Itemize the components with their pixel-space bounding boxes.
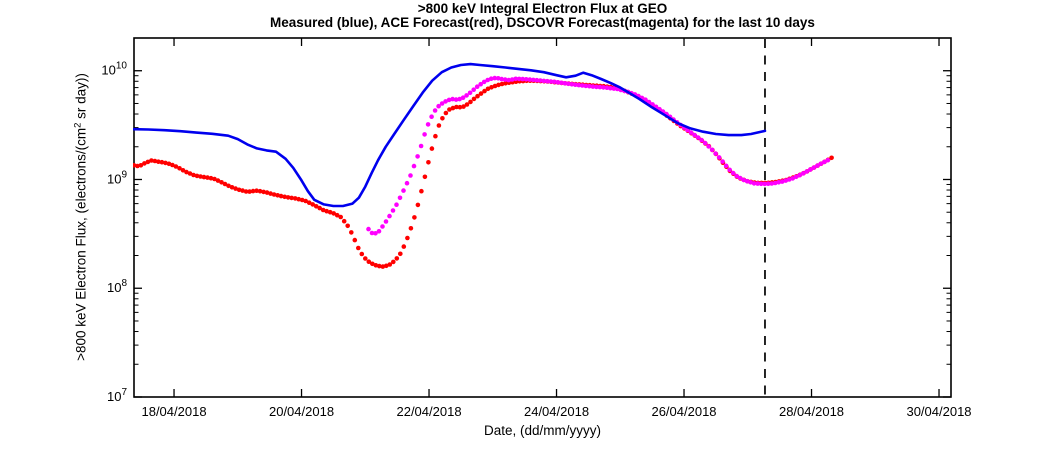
series-measured [133,62,767,208]
axis-ticks [134,38,951,398]
x-tick-label: 24/04/2018 [524,404,589,419]
chart-title: >800 keV Integral Electron Flux at GEO [417,1,668,16]
x-tick-label: 18/04/2018 [141,404,206,419]
chart-title-block: >800 keV Integral Electron Flux at GEO M… [134,2,951,30]
series-ace-forecast [133,78,834,269]
y-tick-labels: 107 108 109 1010 [101,61,127,404]
plot-frame [133,37,952,398]
x-tick-label: 22/04/2018 [396,404,461,419]
x-tick-label: 28/04/2018 [779,404,844,419]
x-tick-label: 26/04/2018 [651,404,716,419]
y-axis-label: >800 keV Electron Flux, (electrons/(cm2 … [72,73,89,361]
y-tick-label: 108 [107,278,127,295]
y-tick-label: 109 [107,169,127,186]
x-tick-label: 30/04/2018 [906,404,971,419]
y-axis-label-text: >800 keV Electron Flux, (electrons/(cm [73,127,89,361]
chart-subtitle: Measured (blue), ACE Forecast(red), DSCO… [270,15,815,30]
y-tick-label: 107 [107,387,127,404]
x-axis-label: Date, (dd/mm/yyyy) [483,423,602,438]
series-dscovr-forecast [366,75,831,236]
x-tick-label: 20/04/2018 [269,404,334,419]
y-axis-label-suffix: sr day)) [73,73,89,123]
x-tick-labels: 18/04/2018 20/04/2018 22/04/2018 24/04/2018… [141,404,971,419]
y-axis-label-superscript: 2 [72,122,84,128]
y-tick-label: 1010 [101,61,127,78]
